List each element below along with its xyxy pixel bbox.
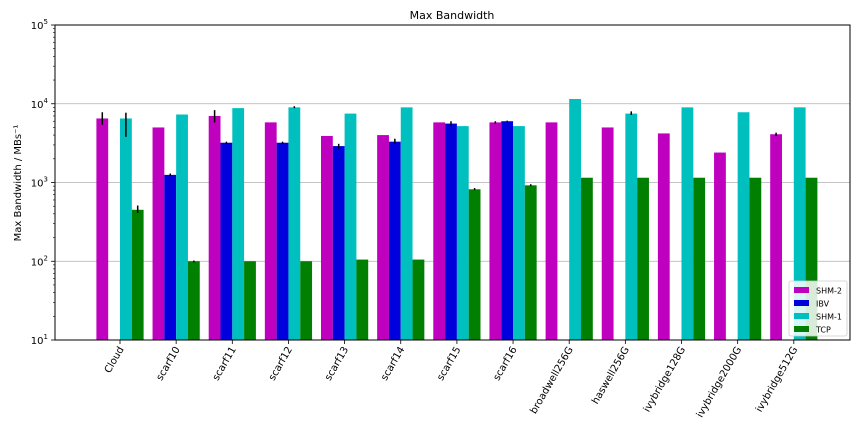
x-tick-label: ivybridge512G [754,345,800,414]
y-axis-label: Max Bandwidth / MBs⁻¹ [13,125,24,242]
bar-shm-2-cloud [96,118,109,341]
y-tick-label: 105 [31,18,48,32]
bar-shm-2-ivybridge512g [770,134,782,340]
legend-entry: SHM-2 [816,287,842,296]
bar-shm-1-scarf13 [344,113,357,340]
bar-tcp-scarf16 [524,185,537,340]
x-tick-label: ivybridge128G [642,345,688,414]
x-tick-label: scarf11 [211,345,239,383]
x-tick-label: scarf10 [155,345,183,383]
legend-swatch [794,313,809,319]
legend-swatch [794,300,809,306]
bar-shm-2-scarf10 [152,127,165,340]
legend: SHM-2 IBV SHM-1 TCP [788,280,848,337]
bar-tcp-ivybridge2000g [749,177,762,340]
x-tick-label: scarf12 [267,345,295,383]
bar-ibv-scarf12 [276,142,289,340]
bar-tcp-scarf13 [356,259,369,340]
bar-shm-1-scarf10 [176,114,188,340]
bar-shm-1-scarf12 [288,107,301,341]
bars [96,98,818,341]
bar-shm-1-scarf11 [232,108,245,341]
bar-tcp-haswell256g [637,177,649,340]
bar-shm-2-scarf13 [321,135,333,340]
legend-swatch [794,287,809,293]
y-tick-label: 103 [31,176,48,190]
bar-shm-2-scarf16 [489,122,502,341]
bar-shm-1-scarf15 [456,126,469,340]
bar-shm-2-scarf12 [264,122,277,341]
y-axis: 101 102 103 104 105 [31,18,55,347]
x-tick-label: scarf15 [435,345,463,383]
x-tick-label: scarf14 [379,345,407,383]
bar-tcp-scarf11 [244,261,256,340]
legend-swatch [794,326,809,332]
x-axis: Cloud scarf10 scarf11 scarf12 scarf13 scarf14… [103,340,800,420]
bar-tcp-ivybridge512g [805,177,818,340]
x-tick-label: ivybridge2000G [695,345,744,420]
y-tick-label: 101 [31,333,48,347]
bar-shm-2-scarf11 [208,115,221,340]
bar-ibv-scarf15 [445,123,457,340]
legend-entry: SHM-1 [816,313,842,322]
x-tick-label: scarf13 [323,345,351,383]
bar-shm-1-cloud [120,118,132,341]
error-bars [101,106,777,263]
bar-shm-1-haswell256g [625,113,638,340]
bar-ibv-scarf14 [388,141,401,340]
bar-ibv-scarf10 [164,174,177,340]
legend-entry: TCP [815,326,831,335]
bar-tcp-scarf14 [412,259,425,340]
bar-shm-2-ivybridge128g [657,133,670,340]
bar-shm-1-scarf14 [400,107,413,341]
legend-entry: IBV [816,300,830,309]
bar-ibv-scarf16 [501,121,514,341]
bar-tcp-scarf10 [187,261,200,340]
bar-shm-1-ivybridge2000g [737,112,750,340]
y-tick-label: 102 [31,254,48,268]
bar-shm-1-broadwell256g [569,98,581,340]
x-tick-label: Cloud [103,345,127,375]
bar-shm-2-scarf15 [433,122,446,341]
bar-shm-1-ivybridge512g [793,107,806,341]
bar-shm-1-ivybridge128g [681,107,694,341]
bar-ibv-scarf11 [220,142,233,340]
bar-tcp-cloud [131,209,144,340]
bar-shm-2-broadwell256g [545,122,558,341]
y-tick-label: 104 [31,97,49,111]
bar-tcp-scarf15 [468,189,481,340]
bar-shm-1-scarf16 [513,126,525,340]
bar-shm-2-ivybridge2000g [714,152,726,340]
chart-title: Max Bandwidth [410,9,495,22]
bar-tcp-broadwell256g [581,177,593,340]
legend-box [788,280,848,337]
x-tick-label: scarf16 [492,345,520,383]
x-tick-label: haswell256G [590,345,632,406]
bar-tcp-scarf12 [300,261,313,340]
bar-ibv-scarf13 [332,146,345,340]
x-tick-label: broadwell256G [528,345,575,416]
bar-shm-2-scarf14 [377,135,389,340]
bar-shm-2-haswell256g [601,127,614,340]
bar-tcp-ivybridge128g [693,177,706,340]
